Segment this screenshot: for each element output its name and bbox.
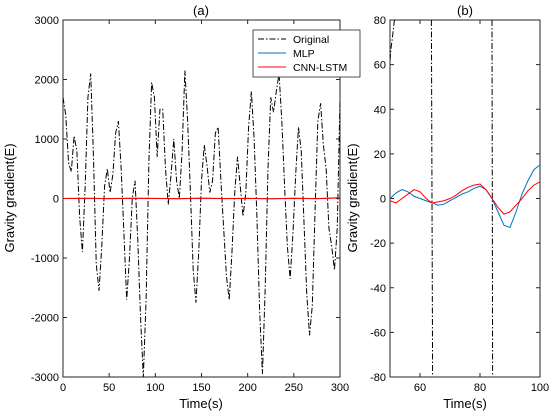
panel-b-ytick-label: -80 <box>370 372 386 384</box>
legend-mlp-label: MLP <box>293 48 315 60</box>
panel-a-ytick-label: 3000 <box>35 15 59 27</box>
panel-b-ytick-label: 60 <box>374 60 386 72</box>
panel-a-plot-area <box>63 70 340 377</box>
panel-b-series-original <box>430 20 434 377</box>
panel-b-plot-area <box>390 20 540 377</box>
panel-b-ytick-label: 0 <box>380 194 386 206</box>
legend-original-label: Original <box>293 34 329 46</box>
panel-b-ylabel: Gravity gradient(E) <box>345 143 360 252</box>
panel-a-ytick-label: -1000 <box>31 253 59 265</box>
panel-a-ticks: 0 50 100 150 200 250 300 -3000 -2000 -1000 0 1000 20… <box>31 15 349 394</box>
panel-a-xtick-label: 200 <box>238 382 256 394</box>
panel-a-xtick-label: 50 <box>103 382 115 394</box>
panel-b-xtick-label: 60 <box>414 382 426 394</box>
panel-b-series-original <box>491 20 494 377</box>
panel-b-axes-box <box>389 19 541 378</box>
panel-a-ylabel: Gravity gradient(E) <box>2 143 17 252</box>
panel-b-ytick-label: -20 <box>370 238 386 250</box>
panel-a-series-original <box>63 70 340 377</box>
panel-a-xtick-label: 250 <box>285 382 303 394</box>
panel-a-xtick-label: 300 <box>331 382 349 394</box>
panel-b-series-cnn-lstm <box>390 181 540 215</box>
panel-b-series-original <box>390 20 395 61</box>
panel-b-xlabel: Time(s) <box>443 396 487 411</box>
panel-b-ytick-label: -40 <box>370 283 386 295</box>
panel-a: 0 50 100 150 200 250 300 -3000 -2000 -1000 0 1000 20… <box>2 3 361 411</box>
panel-b-title: (b) <box>457 3 473 18</box>
panel-a-xtick-label: 0 <box>60 382 66 394</box>
panel-a-xlabel: Time(s) <box>179 396 223 411</box>
panel-a-ytick-label: -3000 <box>31 372 59 384</box>
panel-b-xtick-label: 100 <box>531 382 549 394</box>
panel-a-ytick-label: -2000 <box>31 313 59 325</box>
panel-a-ytick-label: 2000 <box>35 75 59 87</box>
panel-a-ytick-label: 1000 <box>35 134 59 146</box>
legend: Original MLP CNN-LSTM <box>252 29 361 78</box>
panel-a-xtick-label: 100 <box>146 382 164 394</box>
panel-b-ytick-label: -60 <box>370 327 386 339</box>
panel-b-xtick-label: 80 <box>474 382 486 394</box>
panel-b-ytick-label: 20 <box>374 149 386 161</box>
panel-a-ytick-label: 0 <box>53 194 59 206</box>
panel-b-ytick-label: 40 <box>374 104 386 116</box>
panel-b: 60 80 100 -80 -60 -40 -20 0 20 40 60 80 (b) Time(s)… <box>345 3 549 411</box>
panel-a-title: (a) <box>193 3 209 18</box>
legend-cnn-lstm-label: CNN-LSTM <box>293 62 347 74</box>
panel-b-series-mlp <box>390 164 540 229</box>
panel-a-series-cnn-lstm <box>63 197 340 200</box>
panel-b-ytick-label: 80 <box>374 15 386 27</box>
panel-a-xtick-label: 150 <box>192 382 210 394</box>
panel-b-ticks: 60 80 100 -80 -60 -40 -20 0 20 40 60 80 <box>370 15 549 394</box>
